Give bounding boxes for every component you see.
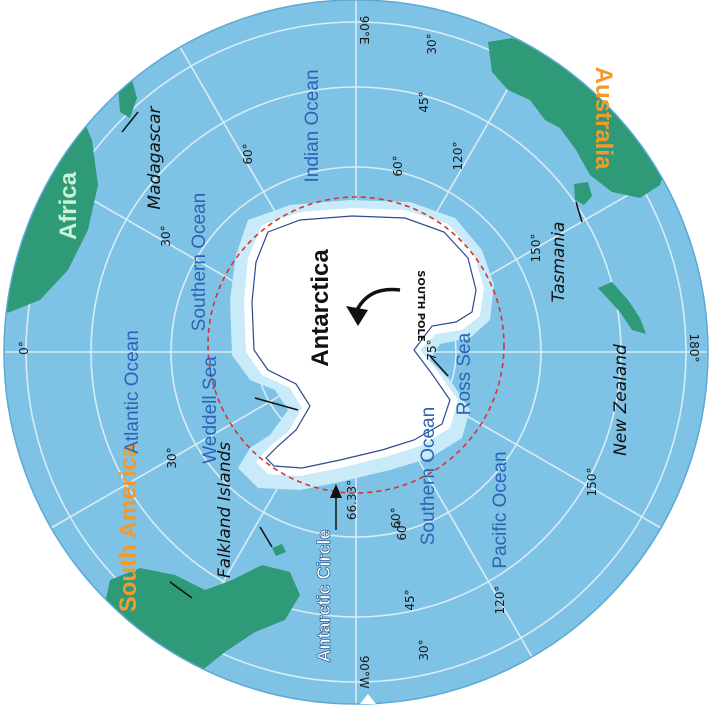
south-america-label-group: South America: [115, 443, 142, 612]
new-zealand-landmass: [598, 282, 646, 334]
falkland-pointer: [259, 526, 273, 548]
latitude-bottom-60-label: 60°: [389, 507, 403, 528]
ross-sea-label: Ross Sea: [454, 332, 475, 415]
longitude-upper-left-label: 30°: [159, 225, 173, 246]
madagascar-label: Madagascar: [145, 105, 165, 209]
latitude-ross-75-label: 75°: [425, 339, 439, 360]
latitude-bottom-30-label: 30°: [417, 639, 431, 660]
falkland-islands-landmass: [272, 544, 286, 556]
longitude-left-label: 0°: [17, 341, 31, 355]
longitude-lower-midright-label: 120°: [493, 586, 507, 615]
antarctica-label: Antarctica: [307, 249, 334, 367]
south-america-label: South America: [115, 443, 142, 612]
antarctic-circle-label: Antarctic Circle: [314, 529, 334, 662]
longitude-lower-right-label: 150°: [585, 468, 599, 497]
rotation-arrow: [354, 287, 401, 313]
weddell-pointer: [254, 397, 299, 411]
antarctic-circle-latitude: 66.33°: [345, 480, 359, 520]
falkland-label: Falkland Islands: [215, 442, 235, 578]
longitude-upper-midleft-label: 60°: [241, 143, 255, 164]
pacific-ocean-label: Pacific Ocean: [490, 451, 511, 568]
madagascar-landmass: [118, 80, 137, 118]
ross-pointer: [429, 355, 449, 377]
longitude-lower-left-label: 30°: [165, 447, 179, 468]
south-pole-label: SOUTH POLE: [415, 270, 426, 342]
antarctica-coastline: [251, 215, 477, 469]
falkland-label-group: Falkland Islands: [215, 442, 235, 578]
weddell-sea-label: Weddell Sea: [200, 356, 221, 464]
longitude-bottom-label: 90°W: [357, 655, 371, 688]
africa-label: Africa: [55, 171, 82, 240]
tasmania-label: Tasmania: [549, 222, 569, 303]
south-america-pointer: [169, 581, 193, 599]
longitude-top-label: 90°E: [357, 16, 371, 45]
latitude-bottom-45-label: 45°: [403, 589, 417, 610]
antarctica-landmass: [244, 208, 484, 476]
longitude-lower-midleft-label: 60°: [395, 519, 409, 540]
latitude-top-60-label: 60°: [391, 155, 405, 176]
indian-ocean-label: Indian Ocean: [302, 69, 323, 182]
southern-ocean-label-lower: Southern Ocean: [418, 407, 439, 545]
antarctic-circle-line: [207, 196, 505, 494]
tasmania-pointer: [575, 201, 583, 223]
southern-ocean-label-upper: Southern Ocean: [189, 193, 210, 331]
latitude-top-30-label: 30°: [425, 33, 439, 54]
longitude-upper-midright-label: 120°: [451, 142, 465, 171]
circle-pointer-head: [330, 484, 342, 498]
australia-label: Australia: [590, 67, 617, 170]
bottom-marker: [360, 694, 376, 704]
disc-outline: [3, 0, 709, 705]
atlantic-ocean-label: Atlantic Ocean: [122, 330, 143, 454]
latitude-top-45-label: 45°: [417, 91, 431, 112]
new-zealand-label: New Zealand: [611, 344, 631, 456]
tasmania-landmass: [574, 182, 592, 205]
madagascar-pointer: [121, 111, 139, 133]
longitude-right-label: 180°: [687, 334, 701, 363]
longitude-upper-right-label: 150°: [529, 234, 543, 263]
rotation-arrowhead: [346, 306, 368, 326]
